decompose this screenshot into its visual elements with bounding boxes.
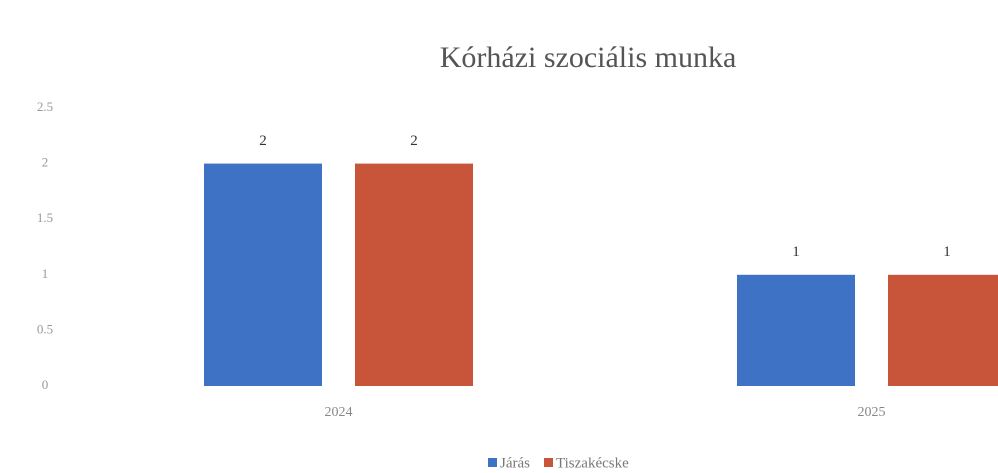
y-tick-label: 1: [42, 266, 49, 281]
y-tick-label: 0: [42, 377, 49, 392]
y-tick-label: 0.5: [37, 321, 53, 336]
value-label: 2: [259, 133, 267, 149]
value-label: 1: [792, 244, 800, 260]
legend-label: Tiszakécske: [556, 455, 629, 471]
value-label: 2: [410, 133, 418, 149]
x-tick-label: 2025: [858, 405, 886, 420]
x-tick-label: 2024: [325, 405, 353, 420]
bar: [737, 274, 855, 386]
legend-label: Járás: [500, 455, 530, 471]
bar: [204, 163, 322, 386]
y-tick-label: 1.5: [37, 210, 53, 225]
bar: [355, 163, 473, 386]
legend-swatch: [488, 458, 497, 467]
value-label: 1: [943, 244, 951, 260]
chart-title: Kórházi szociális munka: [440, 41, 737, 74]
legend-swatch: [544, 458, 553, 467]
bar: [888, 274, 998, 386]
y-tick-label: 2: [42, 155, 49, 170]
y-tick-label: 2.5: [37, 99, 53, 114]
